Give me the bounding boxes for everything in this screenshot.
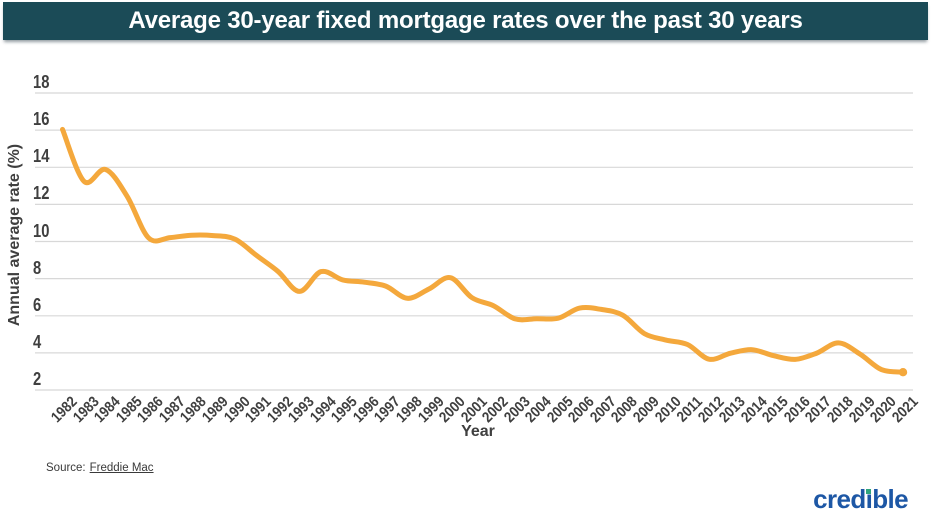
logo-i-dot: ı	[865, 484, 873, 514]
y-tick-label: 2	[33, 369, 42, 389]
chart-title: Average 30-year fixed mortgage rates ove…	[128, 7, 803, 34]
title-banner: Average 30-year fixed mortgage rates ove…	[3, 2, 928, 40]
y-tick-label: 6	[33, 294, 42, 315]
rate-line	[60, 126, 906, 375]
y-tick-label: 4	[33, 331, 42, 352]
y-tick-label: 14	[33, 146, 50, 167]
source-link[interactable]: Freddie Mac	[89, 462, 154, 474]
y-tick-label: 12	[33, 183, 50, 204]
logo-letters: cred	[813, 484, 866, 514]
y-axis-title: Annual average rate (%)	[6, 143, 23, 327]
source-prefix: Source:	[46, 462, 86, 474]
line-end-point	[898, 368, 908, 377]
source-note: Source: Freddie Mac	[46, 462, 154, 474]
x-axis-title: Year	[461, 423, 495, 440]
credible-logo: credıble	[813, 484, 909, 514]
y-tick-label: 8	[33, 257, 42, 278]
y-tick-label: 16	[33, 109, 50, 130]
y-tick-label: 10	[33, 220, 50, 241]
logo-letters: ble	[872, 484, 908, 514]
y-tick-label: 18	[33, 72, 50, 92]
